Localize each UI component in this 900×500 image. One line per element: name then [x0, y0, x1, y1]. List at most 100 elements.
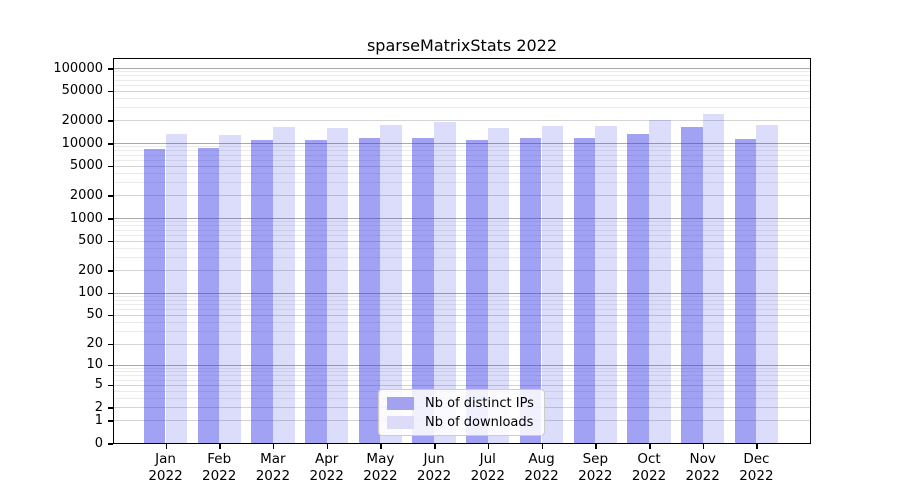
bar-distinct-ips	[251, 139, 273, 443]
y-tick-label: 5000	[69, 158, 103, 174]
gridline	[114, 146, 810, 148]
bar-downloads	[326, 128, 349, 443]
x-tick	[434, 444, 436, 449]
y-tick	[108, 68, 113, 70]
bar-distinct-ips	[681, 126, 703, 443]
gridline	[114, 270, 810, 272]
gridline	[114, 331, 810, 333]
y-tick-label: 100	[78, 285, 103, 301]
y-tick-label: 20000	[61, 112, 103, 128]
x-tick-label: Jun 2022	[416, 451, 452, 484]
gridline	[114, 292, 810, 294]
legend-item-distinct-ips: Nb of distinct IPs	[387, 396, 536, 411]
bar-distinct-ips	[412, 138, 435, 443]
x-tick-label: May 2022	[363, 451, 398, 484]
legend-item-downloads: Nb of downloads	[387, 415, 536, 430]
legend-label-downloads: Nb of downloads	[425, 414, 534, 430]
bar-downloads	[756, 125, 779, 443]
legend-swatch-distinct-ips-icon	[387, 396, 414, 410]
x-tick-label: Nov 2022	[685, 451, 720, 484]
gridline	[114, 154, 810, 156]
x-tick	[272, 444, 275, 449]
x-tick-label: Sep 2022	[578, 451, 613, 484]
gridline	[114, 371, 810, 373]
gridline	[114, 384, 810, 386]
gridline	[114, 322, 810, 323]
bar-downloads	[219, 134, 241, 443]
gridline	[114, 309, 810, 311]
x-tick	[219, 444, 221, 449]
x-tick	[541, 444, 543, 449]
x-tick	[380, 444, 382, 449]
gridline	[114, 165, 810, 167]
y-tick-label: 20	[86, 336, 103, 352]
plot-area	[113, 58, 811, 444]
gridline	[114, 195, 810, 197]
bar-downloads	[165, 134, 188, 443]
gridline	[114, 68, 810, 69]
gridline	[114, 182, 810, 184]
y-tick	[108, 384, 113, 387]
bar-distinct-ips	[358, 137, 381, 443]
bar-downloads	[541, 126, 564, 443]
gridline	[114, 79, 810, 81]
bar-downloads	[487, 127, 510, 443]
bar-distinct-ips	[466, 140, 488, 443]
y-tick-label: 100000	[53, 60, 103, 76]
gridline	[114, 218, 810, 219]
y-tick-label: 500	[78, 233, 103, 248]
bar-distinct-ips	[734, 138, 757, 443]
gridline	[114, 379, 810, 381]
gridline	[114, 296, 810, 298]
gridline	[114, 120, 810, 122]
gridline	[114, 229, 810, 231]
bar-downloads	[595, 125, 617, 443]
y-tick-label: 1000	[69, 210, 103, 226]
bar-distinct-ips	[305, 139, 327, 443]
gridline	[114, 159, 810, 161]
gridline	[114, 225, 810, 227]
gridline	[114, 247, 810, 249]
y-tick	[108, 120, 113, 122]
x-tick-label: Dec 2022	[739, 451, 774, 484]
gridline	[114, 221, 810, 223]
bar-downloads	[380, 125, 403, 443]
x-tick	[326, 444, 329, 449]
gridline	[114, 368, 810, 369]
y-tick	[108, 343, 113, 346]
x-tick-label: Apr 2022	[309, 451, 344, 484]
y-tick	[108, 240, 113, 242]
x-tick-label: Jan 2022	[148, 451, 183, 484]
gridline	[114, 75, 810, 77]
gridline	[114, 90, 810, 92]
y-tick	[108, 165, 113, 168]
y-tick-label: 2000	[69, 187, 103, 203]
gridline	[114, 375, 810, 377]
y-tick-label: 1	[94, 412, 103, 428]
gridline	[114, 172, 810, 174]
y-tick	[108, 90, 113, 93]
x-tick-label: Feb 2022	[202, 451, 237, 484]
y-tick	[108, 143, 113, 145]
y-tick-label: 50	[86, 307, 103, 323]
y-tick-label: 50000	[61, 83, 103, 99]
bar-distinct-ips	[573, 138, 596, 443]
bar-downloads	[649, 120, 671, 443]
legend: Nb of distinct IPs Nb of downloads	[378, 389, 545, 436]
gridline	[114, 304, 810, 306]
x-tick-label: Oct 2022	[631, 451, 667, 484]
y-tick	[108, 195, 113, 197]
bar-distinct-ips	[519, 138, 542, 443]
bar-downloads	[272, 127, 295, 443]
y-tick	[108, 407, 113, 409]
bar-distinct-ips	[197, 148, 220, 443]
x-tick	[595, 444, 597, 449]
x-tick-label: Mar 2022	[255, 451, 291, 484]
gridline	[114, 97, 810, 99]
y-tick	[108, 443, 113, 445]
gridline	[114, 314, 810, 316]
gridline	[114, 299, 810, 301]
gridline	[114, 107, 810, 109]
bar-downloads	[434, 121, 456, 443]
